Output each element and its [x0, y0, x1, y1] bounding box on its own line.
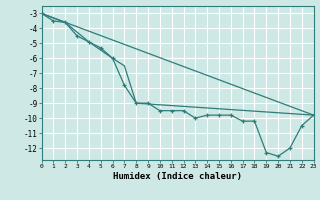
X-axis label: Humidex (Indice chaleur): Humidex (Indice chaleur): [113, 172, 242, 181]
